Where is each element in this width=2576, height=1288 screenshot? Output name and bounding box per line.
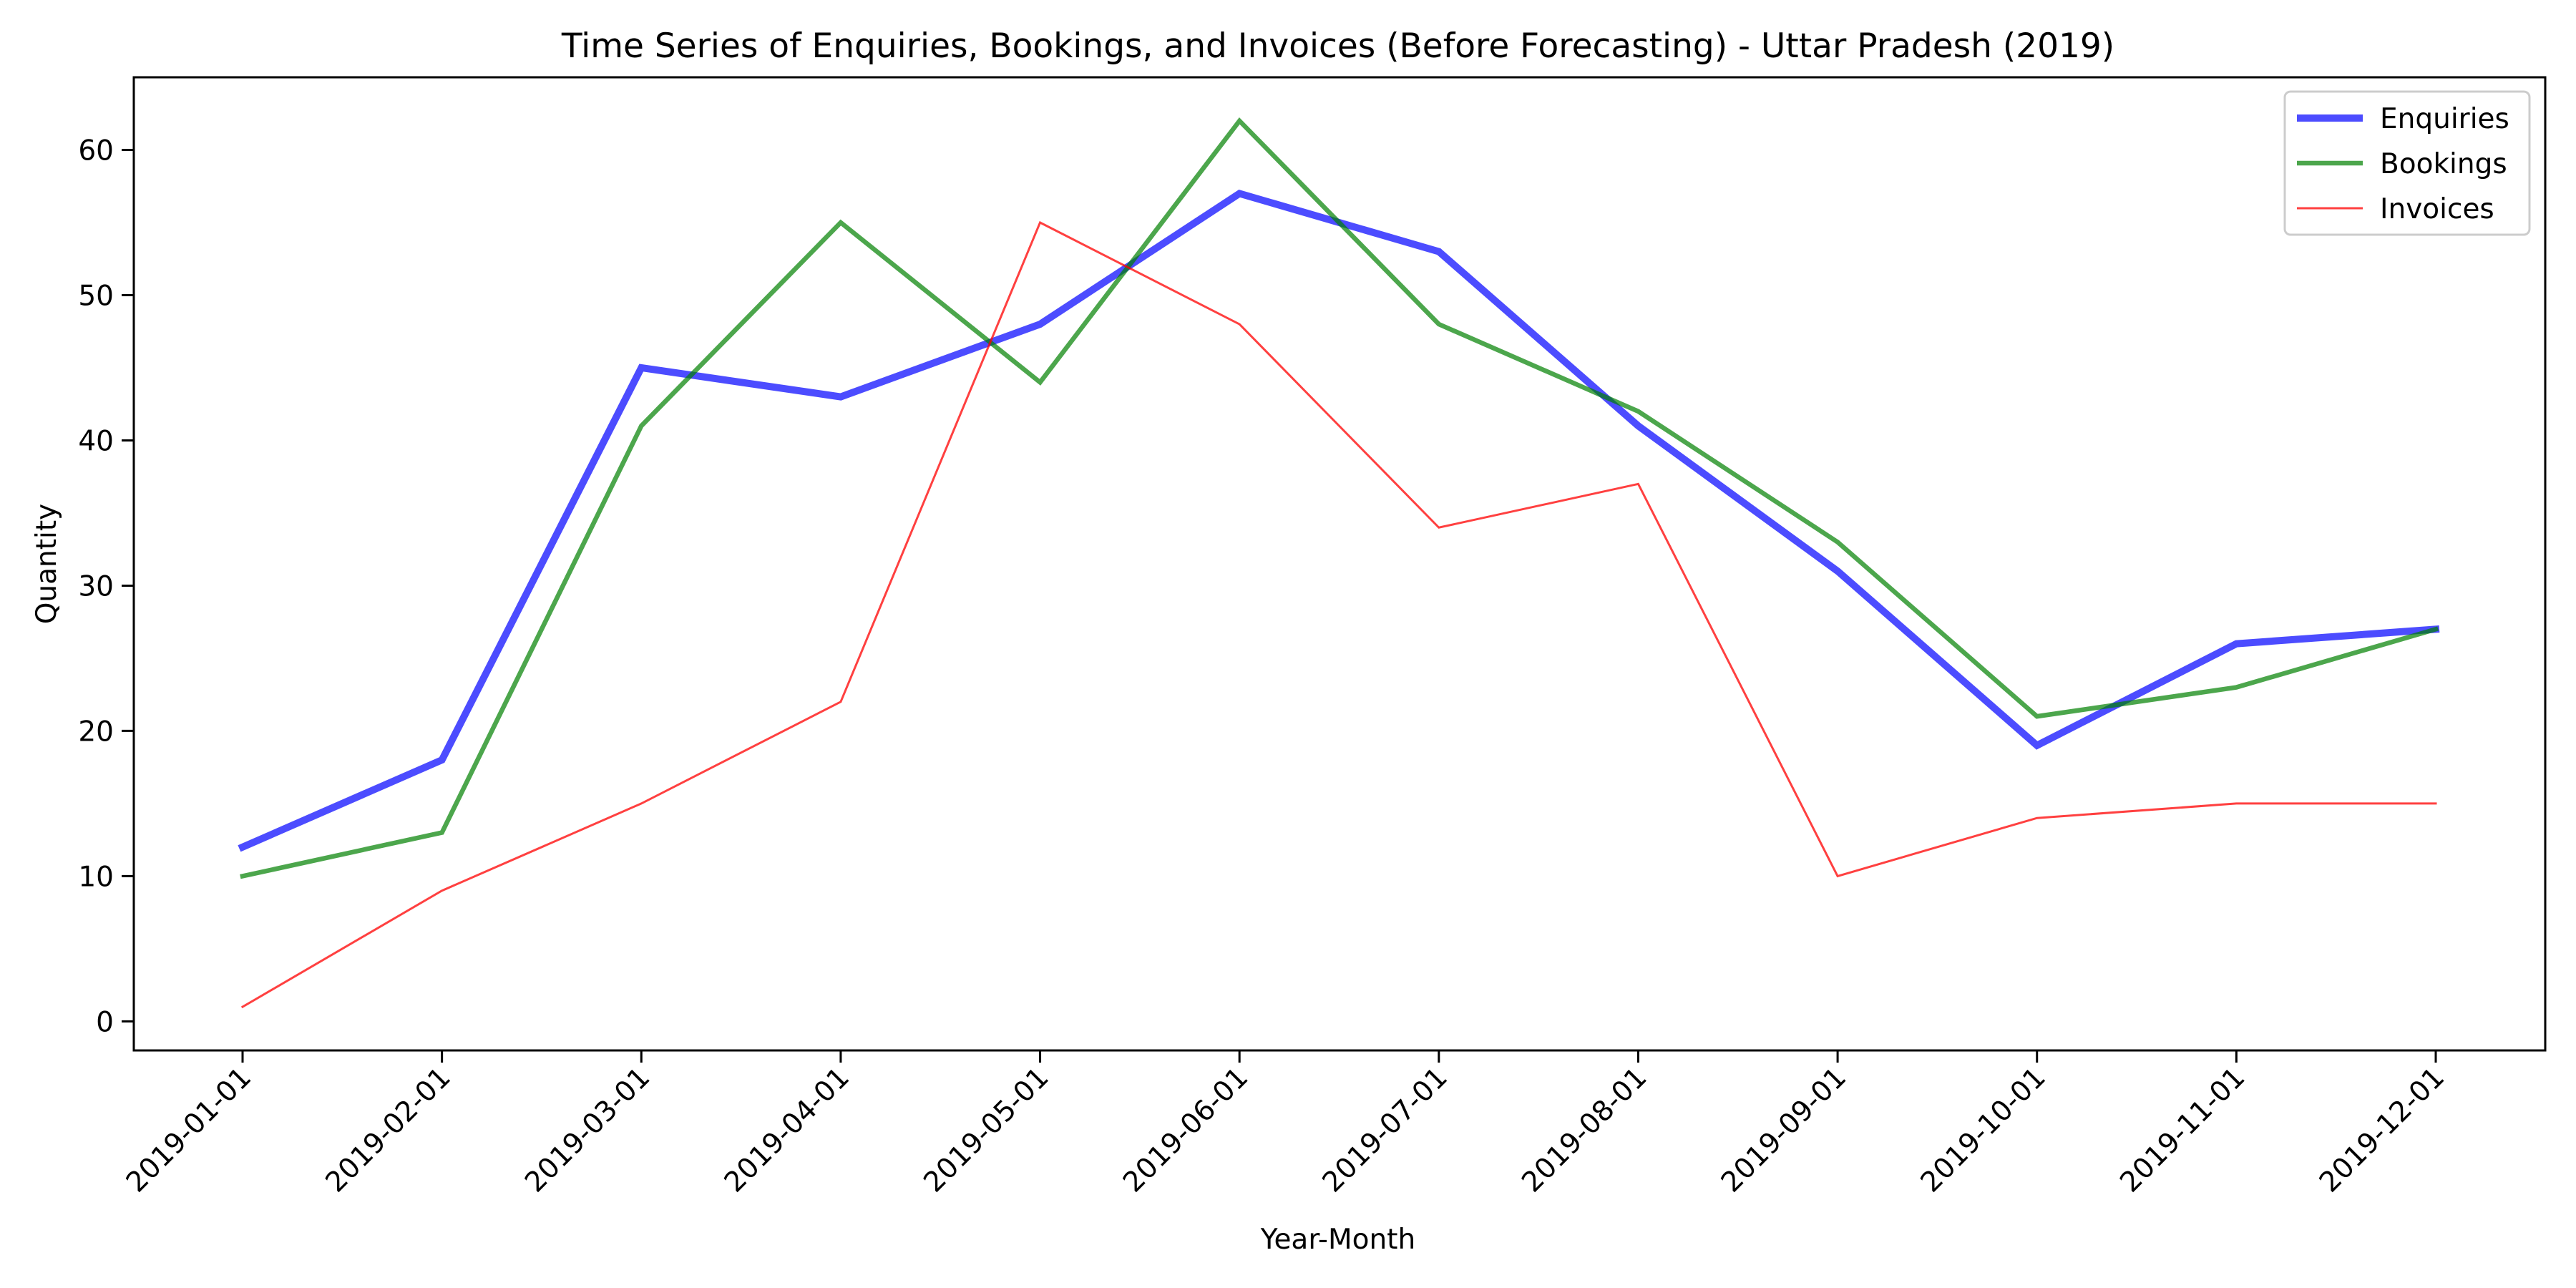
legend-label: Invoices <box>2380 193 2494 225</box>
y-tick-label: 40 <box>78 425 114 457</box>
legend-label: Enquiries <box>2380 103 2509 135</box>
x-tick-label: 2019-11-01 <box>2114 1061 2251 1199</box>
x-tick-label: 2019-07-01 <box>1317 1061 1454 1199</box>
chart-title: Time Series of Enquiries, Bookings, and … <box>561 26 2114 66</box>
x-tick-label: 2019-01-01 <box>120 1061 258 1199</box>
x-tick-label: 2019-09-01 <box>1715 1061 1853 1199</box>
x-tick-label: 2019-06-01 <box>1117 1061 1254 1199</box>
series-line-invoices <box>240 220 2437 1009</box>
x-tick-label: 2019-04-01 <box>718 1061 856 1199</box>
x-tick-label: 2019-03-01 <box>519 1061 656 1199</box>
legend-box <box>2283 90 2531 236</box>
y-tick-label: 0 <box>96 1006 114 1038</box>
y-tick-label: 30 <box>78 570 114 602</box>
y-tick-label: 60 <box>78 135 114 167</box>
x-tick-label: 2019-05-01 <box>918 1061 1055 1199</box>
x-axis: 2019-01-01 2019-02-01 2019-03-01 2019-04-01… <box>120 1050 2451 1199</box>
y-tick-label: 20 <box>78 716 114 748</box>
series-line-bookings <box>240 117 2439 879</box>
x-tick-label: 2019-12-01 <box>2313 1061 2451 1199</box>
plot-area <box>132 76 2547 1052</box>
x-axis-label: Year-Month <box>1260 1224 1415 1256</box>
x-tick-label: 2019-10-01 <box>1915 1061 2052 1199</box>
series-lines <box>238 117 2440 1009</box>
legend: Enquiries Bookings Invoices <box>2283 90 2531 236</box>
x-tick-label: 2019-08-01 <box>1516 1061 1653 1199</box>
x-tick-label: 2019-02-01 <box>320 1061 457 1199</box>
y-tick-label: 50 <box>78 280 114 312</box>
legend-label: Bookings <box>2380 148 2507 180</box>
series-line-enquiries <box>238 189 2440 852</box>
legend-items: Enquiries Bookings Invoices <box>2297 103 2509 225</box>
y-axis: 0 10 20 30 40 50 60 <box>78 135 134 1038</box>
y-tick-label: 10 <box>78 861 114 893</box>
y-axis-label: Quantity <box>31 504 63 625</box>
